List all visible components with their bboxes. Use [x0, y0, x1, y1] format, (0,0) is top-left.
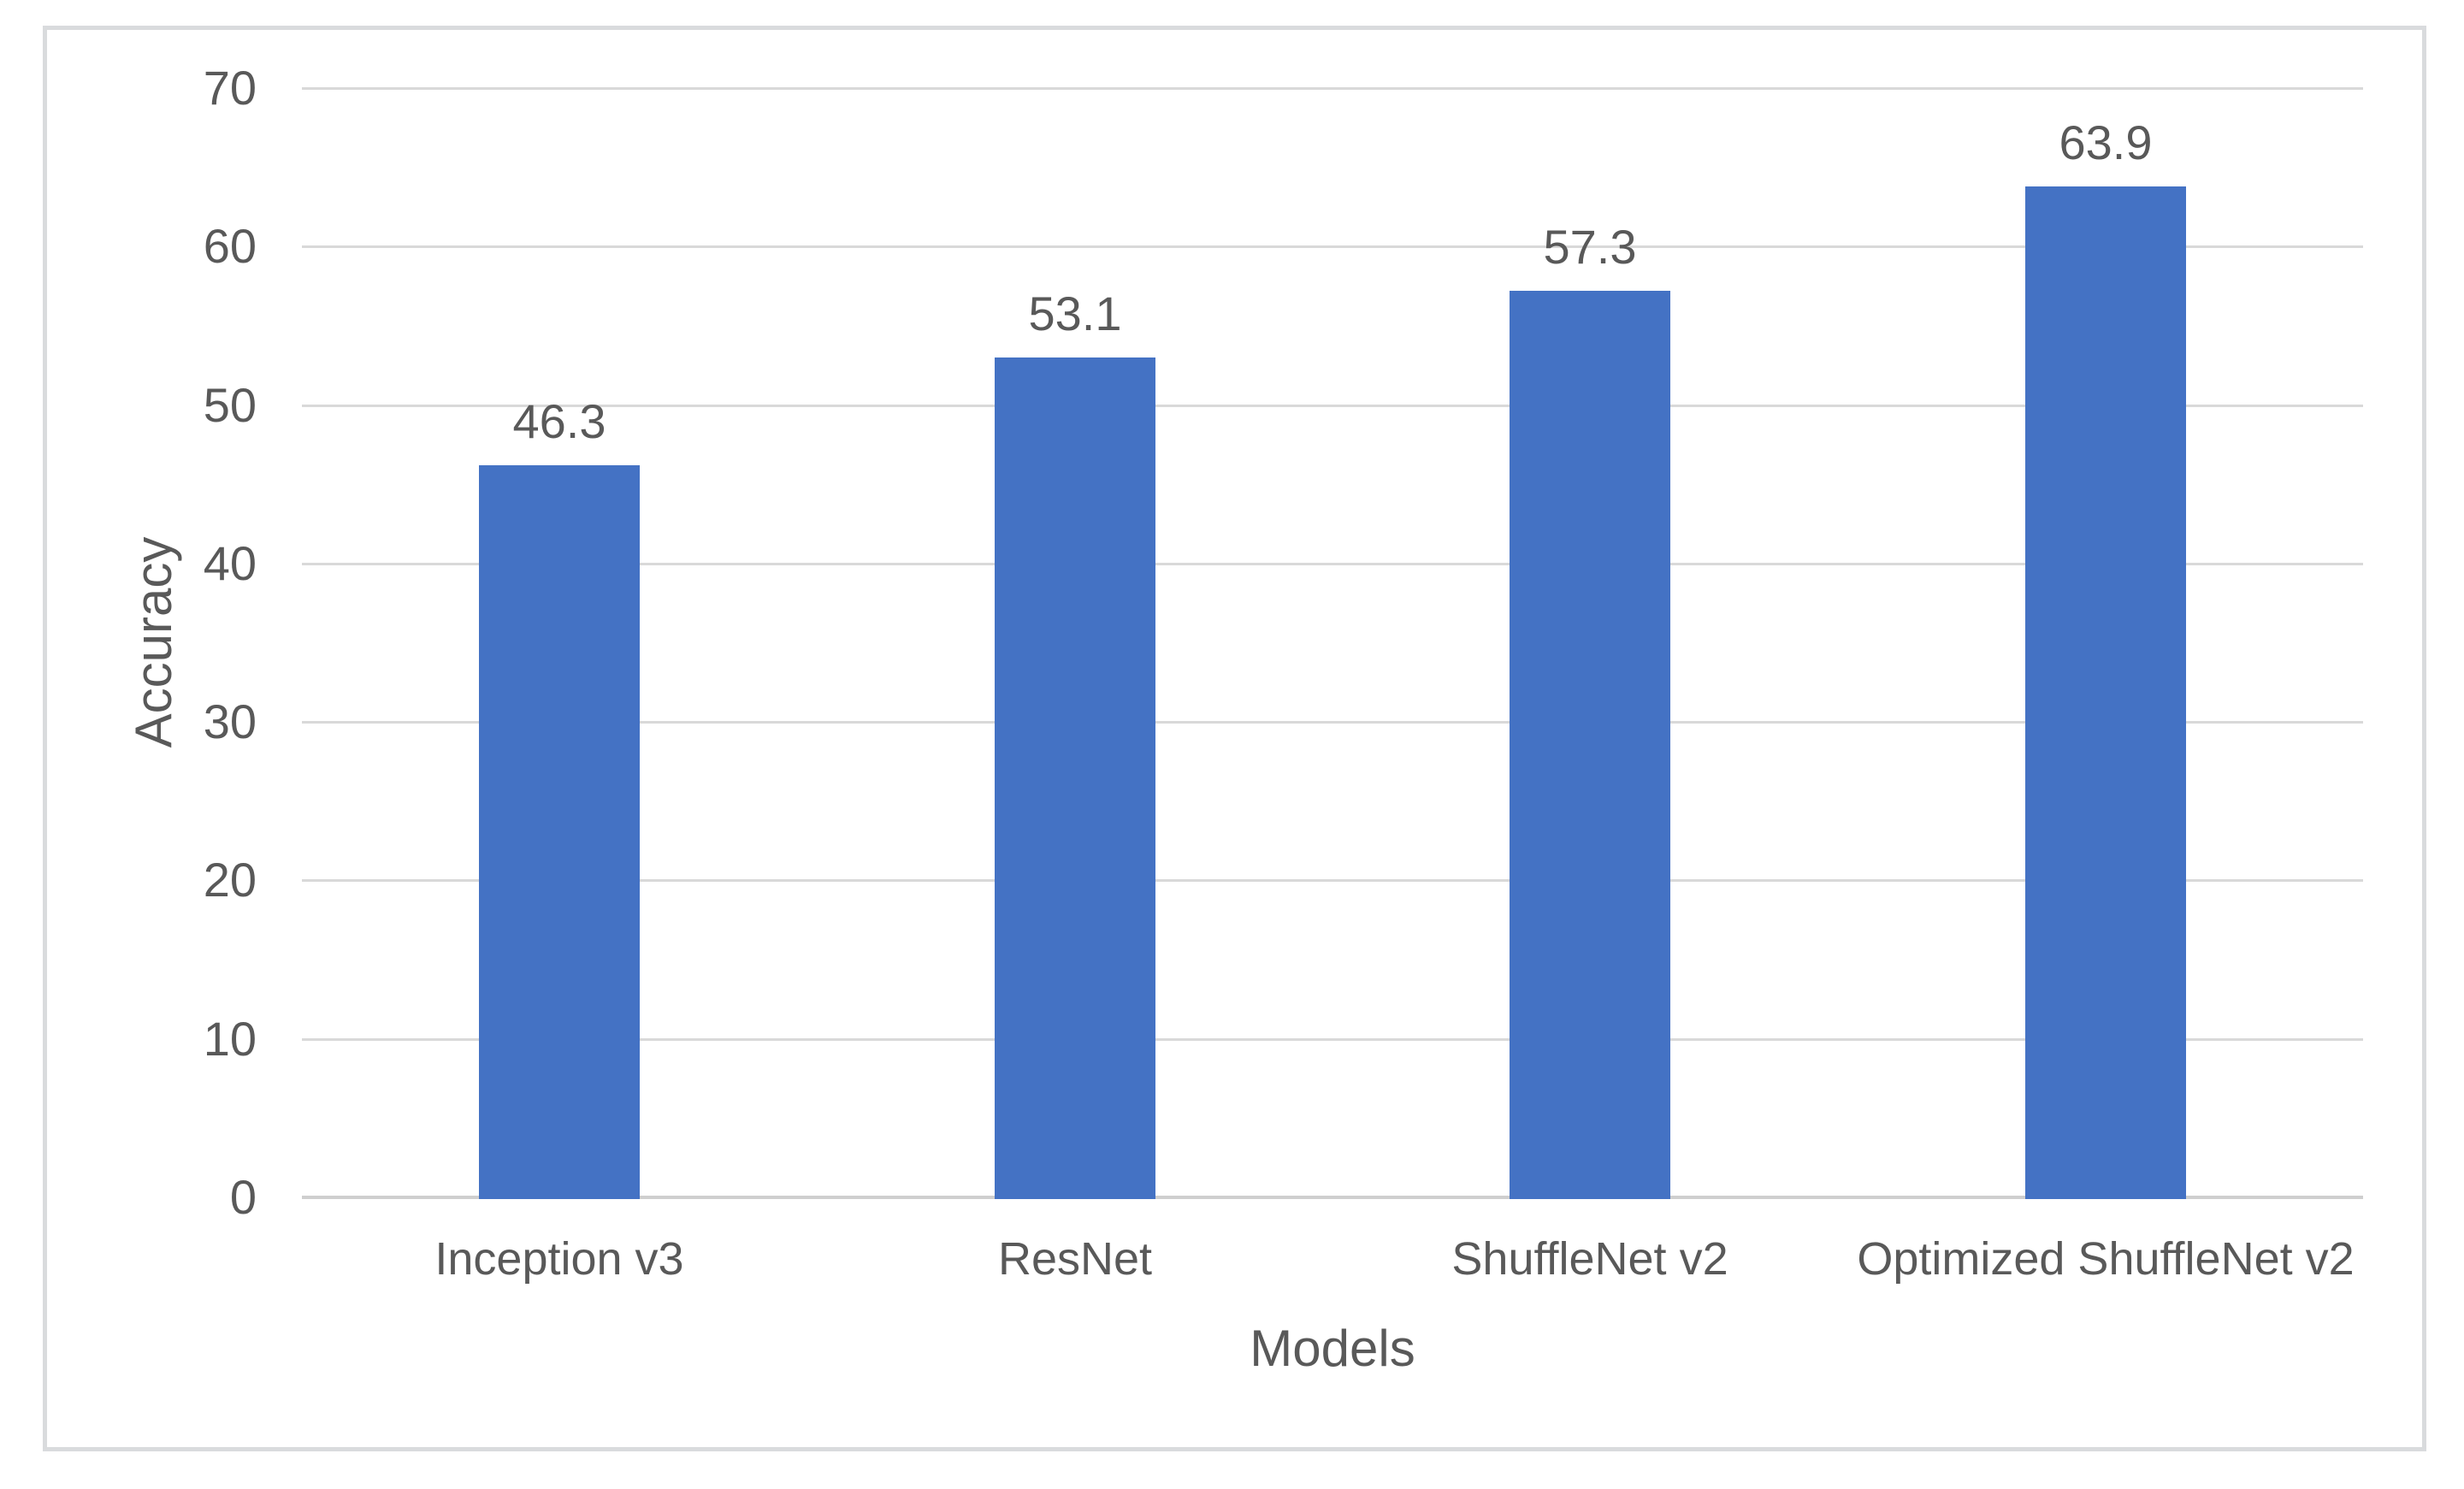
bar-optimized-shufflenet-v2 — [2025, 186, 2186, 1199]
data-label-inception-v3: 46.3 — [512, 394, 606, 448]
bar-resnet — [995, 357, 1155, 1199]
gridline-10 — [302, 1038, 2363, 1041]
y-tick-label-30: 30 — [203, 694, 257, 748]
gridline-50 — [302, 405, 2363, 407]
data-label-resnet: 53.1 — [1028, 287, 1122, 340]
y-tick-label-10: 10 — [203, 1012, 257, 1066]
bar-shufflenet-v2 — [1510, 291, 1670, 1199]
gridline-60 — [302, 245, 2363, 248]
y-tick-label-40: 40 — [203, 536, 257, 590]
category-label-shufflenet-v2: ShuffleNet v2 — [1451, 1233, 1728, 1285]
y-tick-label-0: 0 — [229, 1170, 257, 1224]
gridline-20 — [302, 879, 2363, 882]
y-tick-label-20: 20 — [203, 853, 257, 907]
y-tick-label-70: 70 — [203, 61, 257, 115]
gridline-70 — [302, 87, 2363, 90]
gridline-30 — [302, 721, 2363, 724]
y-tick-label-60: 60 — [203, 219, 257, 273]
y-axis-title: Accuracy — [125, 536, 182, 748]
x-axis-line — [302, 1196, 2363, 1199]
data-label-shufflenet-v2: 57.3 — [1543, 220, 1637, 274]
bar-inception-v3 — [479, 465, 640, 1199]
category-label-inception-v3: Inception v3 — [434, 1233, 684, 1285]
x-axis-title: Models — [1250, 1320, 1415, 1377]
category-label-optimized-shufflenet-v2: Optimized ShuffleNet v2 — [1857, 1233, 2355, 1285]
y-tick-label-50: 50 — [203, 378, 257, 432]
category-label-resnet: ResNet — [997, 1233, 1153, 1285]
data-label-optimized-shufflenet-v2: 63.9 — [2059, 115, 2153, 169]
gridline-40 — [302, 563, 2363, 565]
